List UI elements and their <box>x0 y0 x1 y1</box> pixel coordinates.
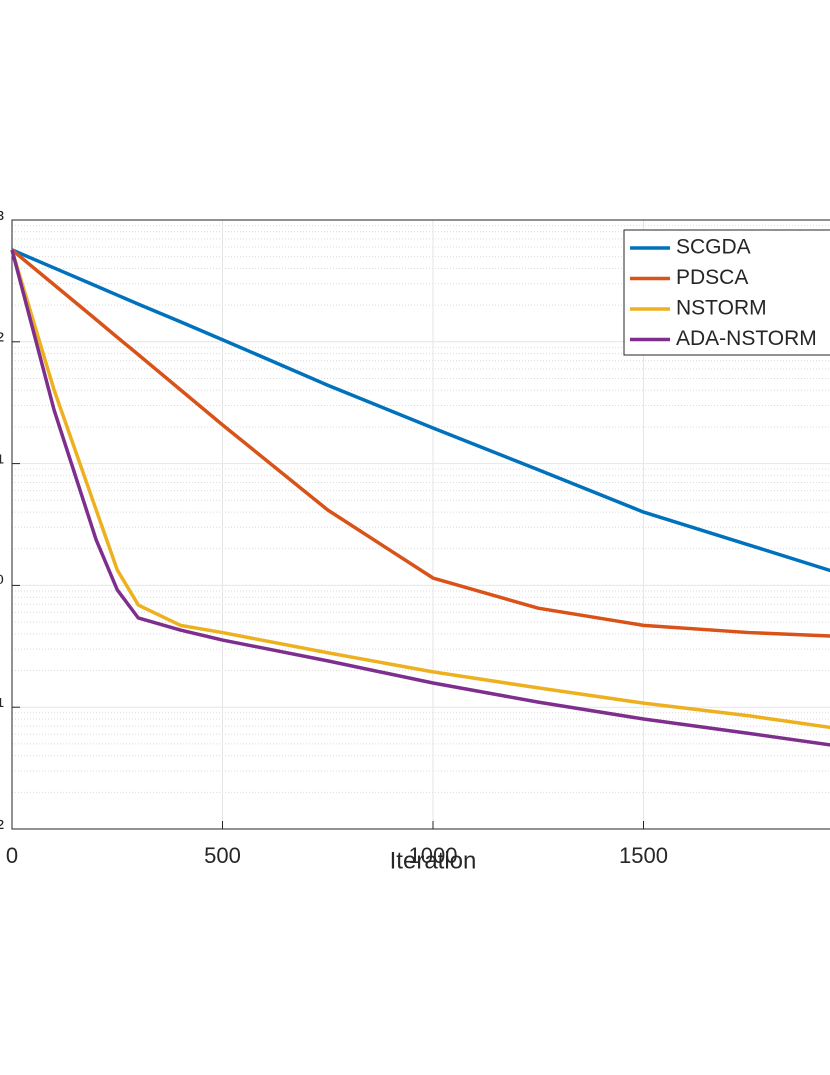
legend-box <box>623 229 830 356</box>
x-tick-label: 1000 <box>409 843 458 868</box>
y-tick-label: 10³ <box>0 206 4 231</box>
y-tick-label: 10² <box>0 328 4 353</box>
legend-label: PDSCA <box>676 266 748 289</box>
legend-label: ADA-NSTORM <box>676 327 817 350</box>
legend-label: NSTORM <box>676 297 767 320</box>
x-tick-label: 0 <box>6 843 18 868</box>
y-tick-label: 10¹ <box>0 449 4 474</box>
y-tick-label: 10⁻² <box>0 815 4 840</box>
series-line <box>10 249 830 747</box>
x-axis-label: Iteration <box>390 847 477 874</box>
y-tick-label: 10⁻¹ <box>0 693 4 718</box>
series-line <box>10 248 830 638</box>
x-tick-label: 1500 <box>619 843 668 868</box>
legend-label: SCGDA <box>676 236 751 259</box>
series-line <box>11 248 830 573</box>
series-line <box>10 249 830 730</box>
y-tick-label: 10⁰ <box>0 571 4 596</box>
x-tick-label: 500 <box>204 843 241 868</box>
axes-box <box>11 219 830 830</box>
